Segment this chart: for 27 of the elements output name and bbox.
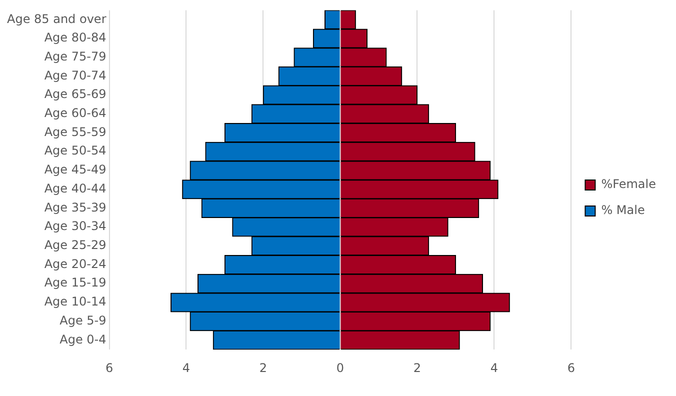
x-tick-label: 6: [567, 360, 576, 375]
x-tick-label: 6: [105, 360, 114, 375]
y-tick-label: Age 15-19: [44, 276, 106, 290]
y-tick-label: Age 25-29: [44, 238, 106, 252]
x-tick-label: 0: [336, 360, 344, 375]
x-tick-label: 4: [182, 360, 190, 375]
y-tick-label: Age 5-9: [60, 313, 106, 328]
y-tick-label: Age 80-84: [44, 30, 106, 45]
y-tick-label: Age 10-14: [44, 294, 106, 309]
y-tick-label: Age 75-79: [44, 49, 106, 64]
y-tick-label: Age 65-69: [44, 87, 106, 102]
y-tick-label: Age 30-34: [44, 219, 106, 234]
y-tick-label: Age 70-74: [44, 68, 106, 82]
y-tick-label: Age 45-49: [44, 162, 106, 177]
y-tick-label: Age 20-24: [44, 256, 106, 271]
y-tick-label: Age 60-64: [44, 106, 106, 120]
x-tick-label: 2: [259, 360, 268, 375]
y-tick-label: Age 35-39: [44, 200, 106, 214]
y-tick-label: Age 55-59: [44, 124, 106, 139]
x-tick-label: 2: [413, 360, 422, 375]
y-tick-label: Age 0-4: [60, 332, 106, 346]
y-tick-label: Age 50-54: [44, 144, 106, 158]
legend-label: %Female: [601, 177, 656, 192]
y-tick-label: Age 85 and over: [6, 12, 106, 26]
x-tick-label: 4: [490, 360, 498, 375]
y-tick-label: Age 40-44: [44, 181, 106, 196]
legend-label: % Male: [601, 203, 645, 218]
